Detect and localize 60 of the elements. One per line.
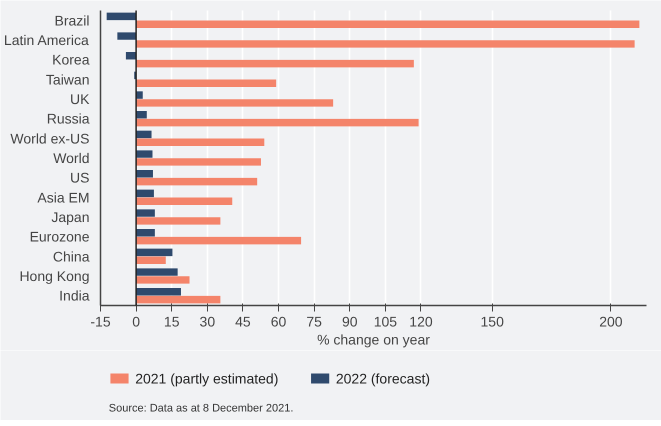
y-tick-label: Japan (51, 209, 90, 225)
x-tick-label: 120 (409, 314, 433, 330)
bar (136, 91, 143, 99)
y-tick-label: World ex-US (10, 130, 90, 146)
legend-label: 2022 (forecast) (336, 370, 430, 386)
bar (136, 118, 419, 126)
bar (136, 80, 276, 88)
y-tick-label: Latin America (4, 32, 89, 48)
y-tick-label: Hong Kong (19, 268, 90, 284)
x-tick-label: 150 (480, 314, 504, 330)
bar (136, 178, 258, 186)
source-note: Source: Data as at 8 December 2021. (108, 402, 294, 414)
bar (136, 217, 220, 225)
x-axis-title: % change on year (317, 332, 430, 348)
x-tick-label: 90 (342, 314, 358, 330)
bar (117, 32, 136, 40)
bar (136, 296, 220, 304)
bar (136, 150, 152, 158)
x-tick-label: 15 (164, 314, 180, 330)
bar (136, 236, 302, 244)
x-tick-label: 60 (270, 314, 287, 330)
y-tick-label: Brazil (54, 12, 90, 28)
bar (136, 228, 155, 236)
x-tick-label: 45 (235, 314, 251, 330)
bar (136, 256, 166, 264)
bar (136, 198, 232, 206)
bar (136, 158, 261, 166)
bar (136, 99, 334, 107)
y-tick-label: Korea (52, 52, 90, 68)
y-tick-label: US (70, 170, 90, 186)
bar (136, 170, 153, 178)
bar (136, 110, 147, 118)
x-tick-label: 200 (599, 314, 623, 330)
x-tick-label: 75 (306, 314, 322, 330)
y-tick-label: India (59, 288, 90, 304)
bar (136, 60, 414, 68)
bar (136, 20, 640, 28)
bar (136, 138, 264, 146)
bar (136, 130, 152, 138)
y-tick-label: UK (70, 91, 90, 107)
bar (136, 288, 181, 296)
y-tick-label: Taiwan (46, 71, 90, 88)
y-tick-label: Asia EM (37, 189, 90, 206)
bar (126, 52, 136, 60)
bar (136, 40, 635, 48)
bar (136, 268, 178, 276)
y-tick-label: China (52, 248, 90, 264)
x-tick-label: 30 (200, 314, 216, 330)
bar (136, 248, 172, 256)
legend-label: 2021 (partly estimated) (135, 370, 278, 386)
bar (136, 190, 154, 198)
x-tick-label: 105 (374, 314, 398, 330)
y-tick-label: Russia (46, 110, 90, 127)
y-tick-label: Eurozone (30, 228, 90, 245)
y-tick-label: World (53, 150, 90, 166)
bar (136, 276, 190, 284)
x-tick-label: -15 (90, 314, 111, 330)
bar (136, 209, 155, 217)
bar (106, 12, 136, 20)
x-tick-label: 0 (132, 314, 140, 330)
